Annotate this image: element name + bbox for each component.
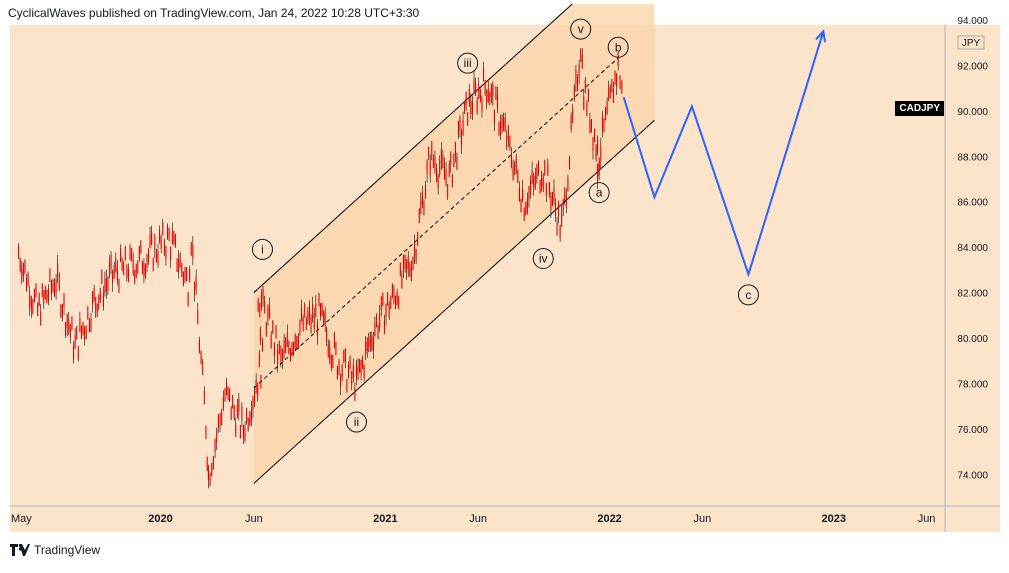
wave-label-circle-iv <box>532 248 554 269</box>
y-tick-label: 80.000 <box>957 334 988 345</box>
x-tick-label: May <box>11 513 32 525</box>
y-tick-label: 78.000 <box>957 379 988 390</box>
projection-line[interactable] <box>622 31 825 278</box>
currency-box <box>957 35 985 50</box>
projection-arrowhead <box>815 29 827 43</box>
x-tick-label: Jun <box>245 513 263 525</box>
price-axis-background <box>945 25 1000 532</box>
wave-label-circle-a <box>588 182 610 204</box>
tradingview-logo-icon <box>10 544 30 556</box>
y-tick-label: 90.000 <box>957 107 988 118</box>
x-tick-label: Jun <box>693 513 711 525</box>
wave-label-circle-b <box>607 36 629 58</box>
time-axis-background <box>10 506 945 532</box>
wave-label-c: c <box>745 288 751 302</box>
wave-label-iii: iii <box>464 56 472 70</box>
wave-label-iv: iv <box>539 252 548 266</box>
y-tick-label: 74.000 <box>957 470 988 481</box>
wave-label-i: i <box>261 242 264 256</box>
symbol-price-tag: CADJPY <box>895 101 944 116</box>
wave-label-a: a <box>596 186 603 200</box>
x-tick-label: 2022 <box>597 513 621 525</box>
wave-label-v: v <box>578 22 584 36</box>
wave-label-circle-c <box>737 284 759 306</box>
x-tick-label: Jun <box>469 513 487 525</box>
wave-label-circle-ii <box>345 411 367 433</box>
wave-label-circle-v <box>570 18 592 40</box>
y-tick-label: 86.000 <box>957 198 988 209</box>
y-tick-label: 94.000 <box>957 16 988 27</box>
channel-lower-line[interactable] <box>253 119 655 484</box>
tradingview-brand[interactable]: TradingView <box>10 543 100 557</box>
wave-label-ii: ii <box>354 415 359 429</box>
y-tick-label: 92.000 <box>957 61 988 72</box>
y-tick-label: 84.000 <box>957 243 988 254</box>
x-tick-label: 2021 <box>373 513 397 525</box>
x-tick-label: 2023 <box>822 513 846 525</box>
publish-header: CyclicalWaves published on TradingView.c… <box>8 6 420 20</box>
brand-label: TradingView <box>34 543 101 557</box>
channel-midline[interactable] <box>253 57 619 389</box>
y-tick-label: 76.000 <box>957 425 988 436</box>
wave-label-b: b <box>615 40 622 54</box>
channel-fill <box>253 4 655 484</box>
wave-label-circle-i <box>251 238 273 260</box>
y-tick-label: 88.000 <box>957 152 988 163</box>
x-tick-label: 2020 <box>148 513 172 525</box>
x-tick-label: Jun <box>918 513 936 525</box>
channel-upper-line[interactable] <box>253 3 573 293</box>
currency-label: JPY <box>962 38 981 49</box>
y-tick-label: 82.000 <box>957 289 988 300</box>
wave-label-circle-iii <box>457 52 479 74</box>
